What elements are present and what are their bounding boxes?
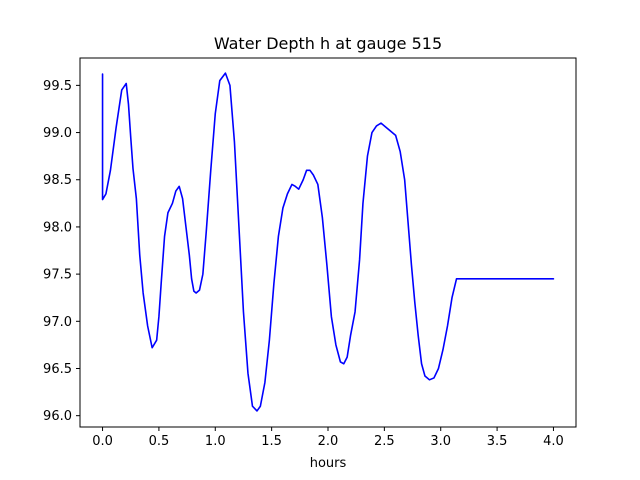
x-tick-label: 2.5 bbox=[374, 434, 395, 449]
x-tick-label: 0.0 bbox=[92, 434, 113, 449]
y-tick-label: 98.5 bbox=[43, 173, 72, 188]
x-tick-label: 1.0 bbox=[205, 434, 226, 449]
plot-area: 0.0 0.5 1.0 1.5 2.0 2.5 3.0 3.5 4.0 96.0 96.5 97.0 9… bbox=[43, 57, 577, 449]
x-tick-label: 4.0 bbox=[543, 434, 564, 449]
x-tick-label: 0.5 bbox=[149, 434, 170, 449]
y-tick-label: 97.5 bbox=[43, 268, 72, 283]
x-tick-label: 3.5 bbox=[487, 434, 508, 449]
x-tick-label: 3.0 bbox=[430, 434, 451, 449]
y-tick-label: 96.0 bbox=[43, 409, 72, 424]
y-tick-label: 99.5 bbox=[43, 79, 72, 94]
y-tick-label: 97.0 bbox=[43, 315, 72, 330]
x-tick-label: 2.0 bbox=[318, 434, 339, 449]
y-tick-label: 99.0 bbox=[43, 126, 72, 141]
axes-frame bbox=[79, 57, 577, 428]
x-tick-label: 1.5 bbox=[261, 434, 282, 449]
y-tick-label: 98.0 bbox=[43, 220, 72, 235]
x-axis-label: hours bbox=[310, 456, 347, 471]
y-tick-label: 96.5 bbox=[43, 362, 72, 377]
chart-title: Water Depth h at gauge 515 bbox=[214, 34, 442, 53]
series-line-0 bbox=[101, 72, 555, 412]
